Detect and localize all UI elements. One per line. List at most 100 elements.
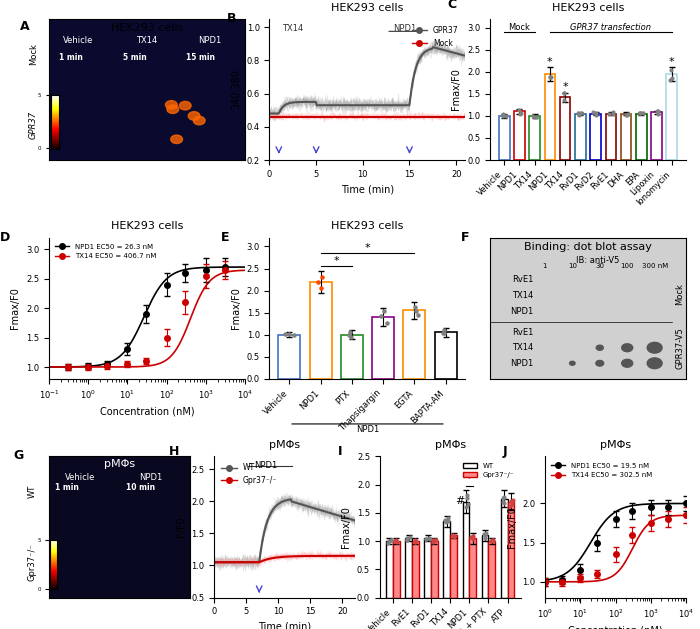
Text: F: F <box>461 231 469 243</box>
Text: #: # <box>455 496 464 506</box>
Point <box>410 536 421 546</box>
Bar <box>450 535 457 598</box>
Circle shape <box>622 344 633 352</box>
Point <box>591 108 602 118</box>
Point <box>447 530 458 540</box>
Point <box>345 332 356 342</box>
Legend: NPD1 EC50 = 26.3 nM, TX14 EC50 = 406.7 nM: NPD1 EC50 = 26.3 nM, TX14 EC50 = 406.7 n… <box>52 241 159 262</box>
Text: 15 min: 15 min <box>186 53 215 62</box>
Text: 5 min: 5 min <box>123 53 147 62</box>
Legend: WT, Gpr37⁻/⁻: WT, Gpr37⁻/⁻ <box>218 460 280 488</box>
Text: HEK293 cells: HEK293 cells <box>111 23 183 33</box>
Point <box>449 531 460 541</box>
Point <box>384 536 395 546</box>
Text: WT: WT <box>27 485 36 498</box>
Point <box>513 105 524 115</box>
Circle shape <box>171 135 183 143</box>
Text: G: G <box>14 449 24 462</box>
Bar <box>482 535 489 598</box>
Point <box>486 537 497 547</box>
Point <box>412 310 423 320</box>
Text: Mock: Mock <box>29 43 38 65</box>
Title: HEK293 cells: HEK293 cells <box>331 221 404 231</box>
Y-axis label: Fmax/F0: Fmax/F0 <box>507 506 517 548</box>
Point <box>280 329 291 339</box>
Text: I: I <box>337 445 342 458</box>
Bar <box>636 114 647 160</box>
Point <box>506 496 517 506</box>
Text: 300 nM: 300 nM <box>641 263 668 269</box>
Point <box>449 532 460 542</box>
Point <box>507 499 518 509</box>
Point <box>573 110 584 120</box>
Bar <box>403 311 426 379</box>
Point <box>603 109 614 119</box>
Point <box>440 515 451 525</box>
Point <box>379 306 390 316</box>
Point <box>439 328 450 338</box>
Point <box>638 108 649 118</box>
Point <box>545 72 556 82</box>
Point <box>316 272 328 282</box>
Point <box>590 109 601 120</box>
Point <box>440 517 452 527</box>
Text: IB: anti-V5: IB: anti-V5 <box>576 256 620 265</box>
Point <box>461 491 472 501</box>
Text: TX14: TX14 <box>512 343 533 352</box>
Point <box>607 107 618 117</box>
Y-axis label: F/F0: F/F0 <box>176 516 186 537</box>
Point <box>558 95 569 105</box>
Point <box>383 538 394 548</box>
Title: pMΦs: pMΦs <box>270 440 300 450</box>
Point <box>607 109 618 119</box>
Point <box>498 492 509 502</box>
Point <box>652 106 663 116</box>
Point <box>531 111 542 121</box>
Title: pMΦs: pMΦs <box>600 440 631 450</box>
Title: pMΦs: pMΦs <box>435 440 466 450</box>
Text: D: D <box>0 231 10 243</box>
Point <box>507 495 518 505</box>
Point <box>621 110 632 120</box>
Point <box>468 531 479 541</box>
Point <box>664 75 676 85</box>
Point <box>500 111 512 121</box>
Point <box>410 306 421 316</box>
Point <box>622 110 633 120</box>
Bar <box>529 116 540 160</box>
Circle shape <box>596 360 603 366</box>
Text: GPR37: GPR37 <box>29 111 38 139</box>
Bar <box>575 114 586 160</box>
Point <box>386 535 397 545</box>
Legend: NPD1 EC50 = 19.5 nM, TX14 EC50 = 302.5 nM: NPD1 EC50 = 19.5 nM, TX14 EC50 = 302.5 n… <box>549 460 655 481</box>
Text: 1 min: 1 min <box>55 483 78 493</box>
Bar <box>606 114 616 160</box>
Point <box>430 535 441 545</box>
Bar <box>590 114 601 160</box>
Point <box>514 109 525 119</box>
Bar <box>386 541 393 598</box>
Bar <box>309 282 332 379</box>
Point <box>634 108 645 118</box>
Text: 10 min: 10 min <box>127 483 155 493</box>
X-axis label: Time (min): Time (min) <box>341 184 394 194</box>
Text: RvE1: RvE1 <box>512 276 533 284</box>
Point <box>480 530 491 540</box>
Text: NPD1: NPD1 <box>393 25 416 33</box>
Point <box>498 496 509 506</box>
Point <box>497 111 508 121</box>
Circle shape <box>193 116 205 125</box>
Point <box>498 493 509 503</box>
Point <box>391 537 402 547</box>
Point <box>487 535 498 545</box>
Point <box>466 532 477 542</box>
Point <box>439 325 450 335</box>
Y-axis label: Fmax/F0: Fmax/F0 <box>10 287 20 329</box>
Text: NPD1: NPD1 <box>510 306 533 316</box>
Circle shape <box>570 361 575 365</box>
Text: NPD1: NPD1 <box>198 36 221 45</box>
Text: GPR37-V5: GPR37-V5 <box>676 327 685 369</box>
Circle shape <box>622 359 633 367</box>
Point <box>421 534 432 544</box>
Bar <box>651 113 662 160</box>
